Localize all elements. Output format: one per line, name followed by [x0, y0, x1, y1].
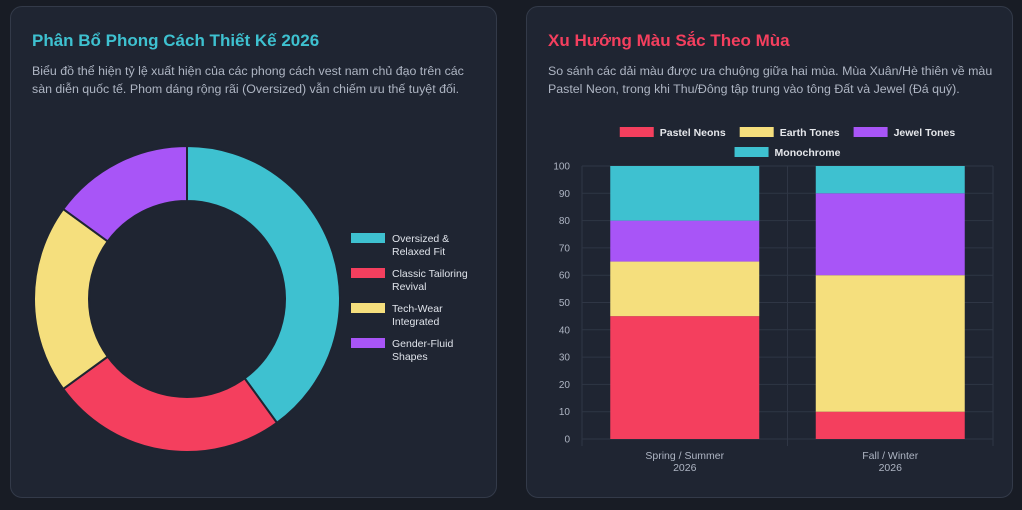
bar-earth-tones-spring-summer[interactable]: [610, 261, 760, 317]
y-tick-label: 50: [559, 298, 571, 309]
doughnut-slice-gender-fluid-shapes[interactable]: [61, 144, 188, 243]
bar-jewel-tones-fall-winter[interactable]: [815, 193, 965, 276]
x-tick-label-spring-summer: Spring / Summer 2026: [645, 450, 724, 474]
bar-pastel-neons-fall-winter[interactable]: [815, 411, 965, 439]
y-tick-label: 60: [559, 271, 571, 282]
legend-label-monochrome[interactable]: Monochrome: [775, 147, 841, 159]
seasonal-color-description: So sánh các dải màu được ưa chuộng giữa …: [548, 64, 993, 96]
y-tick-label: 100: [553, 162, 570, 173]
y-tick-label: 0: [564, 435, 570, 446]
bar-jewel-tones-spring-summer[interactable]: [610, 220, 760, 262]
legend-label-tech-wear-integrated[interactable]: Tech-Wear Integrated: [392, 303, 443, 328]
y-tick-label: 10: [559, 407, 571, 418]
y-tick-label: 30: [559, 353, 571, 364]
legend-label-oversized-relaxed-fit[interactable]: Oversized & Relaxed Fit: [392, 233, 449, 258]
y-tick-label: 70: [559, 243, 571, 254]
legend-swatch-monochrome[interactable]: [734, 147, 769, 157]
y-tick-label: 80: [559, 216, 571, 227]
legend-swatch-oversized-relaxed-fit[interactable]: [351, 233, 385, 243]
doughnut-slice-classic-tailoring-revival[interactable]: [61, 355, 279, 453]
bar-monochrome-spring-summer[interactable]: [610, 166, 760, 221]
legend-swatch-pastel-neons[interactable]: [619, 127, 654, 137]
legend-swatch-classic-tailoring-revival[interactable]: [351, 268, 385, 278]
legend-label-jewel-tones[interactable]: Jewel Tones: [894, 127, 956, 139]
style-distribution-card: Phân Bổ Phong Cách Thiết Kế 2026 Biểu đồ…: [10, 6, 497, 498]
seasonal-color-stacked-bar-chart: Pastel Neons Earth Tones Jewel Tones Monoch…: [553, 127, 994, 474]
seasonal-color-card: Xu Hướng Màu Sắc Theo Mùa So sánh các dả…: [526, 6, 1013, 498]
legend-swatch-gender-fluid-shapes[interactable]: [351, 338, 385, 348]
seasonal-color-title: Xu Hướng Màu Sắc Theo Mùa: [548, 31, 790, 50]
y-tick-label: 90: [559, 189, 571, 200]
y-tick-label: 40: [559, 325, 571, 336]
style-distribution-doughnut-chart: Oversized & Relaxed Fit Classic Tailoring R…: [33, 144, 468, 453]
legend-label-gender-fluid-shapes[interactable]: Gender-Fluid Shapes: [392, 338, 453, 363]
doughnut-slice-oversized-relaxed-fit[interactable]: [186, 144, 341, 425]
doughnut-slice-tech-wear-integrated[interactable]: [33, 207, 110, 391]
legend-label-classic-tailoring-revival[interactable]: Classic Tailoring Revival: [392, 268, 468, 293]
x-tick-label-fall-winter: Fall / Winter 2026: [862, 450, 919, 474]
style-distribution-title: Phân Bổ Phong Cách Thiết Kế 2026: [32, 31, 320, 50]
style-distribution-description: Biểu đồ thể hiện tỷ lệ xuất hiện của các…: [32, 64, 464, 96]
bar-pastel-neons-spring-summer[interactable]: [610, 316, 760, 439]
bar-monochrome-fall-winter[interactable]: [815, 166, 965, 194]
legend-swatch-tech-wear-integrated[interactable]: [351, 303, 385, 313]
legend-label-earth-tones[interactable]: Earth Tones: [780, 127, 840, 139]
legend-label-pastel-neons[interactable]: Pastel Neons: [660, 127, 726, 139]
y-tick-label: 20: [559, 380, 571, 391]
legend-swatch-jewel-tones[interactable]: [853, 127, 888, 137]
bar-earth-tones-fall-winter[interactable]: [815, 275, 965, 412]
legend-swatch-earth-tones[interactable]: [739, 127, 774, 137]
